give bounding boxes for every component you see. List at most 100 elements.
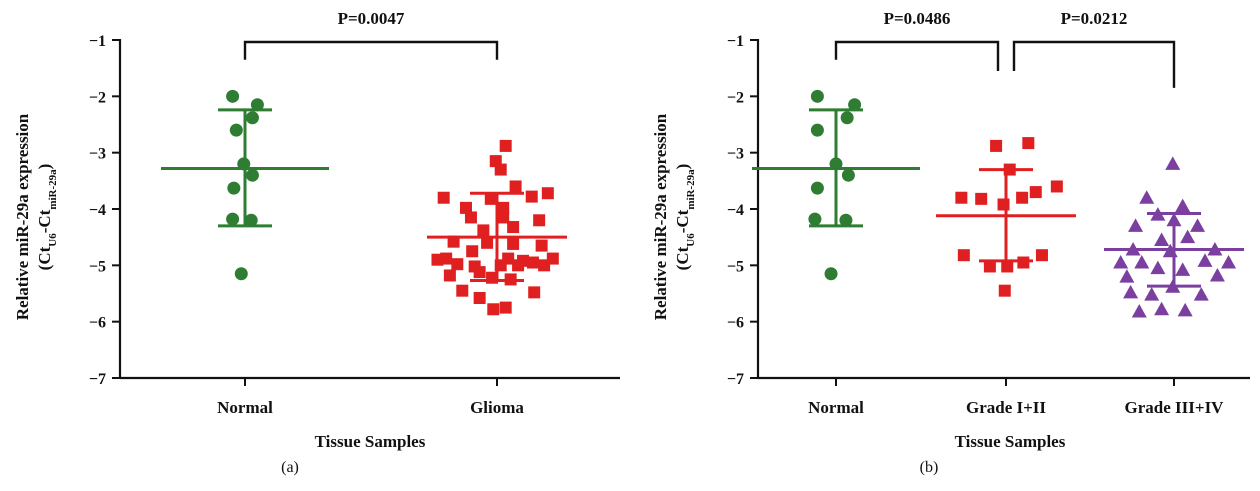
y-axis-title-part: (Ct: [35, 246, 54, 270]
data-point-square: [431, 253, 444, 266]
x-axis-title: Tissue Samples: [955, 432, 1066, 451]
y-tick-label: −6: [89, 315, 106, 332]
data-point-triangle: [1150, 260, 1166, 275]
data-point-square: [998, 284, 1011, 297]
data-point-square: [1016, 191, 1029, 204]
data-point-square: [975, 192, 988, 205]
y-axis-title-formula: (CtU6-CtmiR-29a): [35, 164, 59, 271]
data-point-square: [525, 190, 538, 203]
data-point-circle: [841, 168, 855, 182]
data-point-square: [464, 211, 477, 224]
series-square-group: [955, 137, 1063, 297]
data-point-triangle: [1119, 269, 1135, 283]
x-category-label: Glioma: [470, 398, 524, 417]
data-point-circle: [810, 181, 824, 195]
data-point-square: [990, 139, 1003, 152]
y-axis-title-part: ): [35, 164, 54, 170]
y-tick-label: −2: [89, 89, 106, 106]
data-point-circle: [848, 98, 862, 112]
data-point-square: [541, 187, 554, 200]
data-point-square: [477, 224, 490, 237]
y-tick-label: −7: [89, 371, 106, 388]
data-point-square: [507, 237, 520, 250]
y-tick-label: −6: [727, 315, 744, 332]
y-axis-title-part: miR-29a: [47, 169, 59, 210]
y-axis-title-part: -Ct: [35, 209, 54, 233]
data-point-square: [1035, 249, 1048, 262]
data-point-circle: [808, 212, 822, 226]
data-point-square: [1001, 260, 1014, 273]
data-point-circle: [226, 212, 240, 226]
y-axis-title-part: ): [673, 164, 692, 170]
data-point-circle: [226, 89, 240, 103]
x-category-label: Grade III+IV: [1125, 398, 1225, 417]
y-axis-title-part: (Ct: [673, 246, 692, 270]
data-point-triangle: [1190, 218, 1206, 232]
significance-bracket: [1012, 40, 1176, 88]
data-point-square: [1050, 180, 1063, 193]
data-point-square: [528, 286, 541, 299]
series-circle-group: [226, 89, 264, 281]
data-point-triangle: [1154, 301, 1170, 316]
x-axis-title: Tissue Samples: [315, 432, 426, 451]
y-tick-label: −1: [727, 33, 744, 50]
data-point-square: [451, 258, 464, 271]
data-point-square: [1022, 137, 1035, 150]
p-value-label: P=0.0047: [338, 9, 405, 28]
data-point-triangle: [1128, 218, 1144, 232]
panel-b-chart: −1 −2 −3 −4 −5 −6 −7 Normal Grade I+II Grade III+…: [651, 9, 1250, 476]
data-point-triangle: [1175, 262, 1191, 276]
data-point-circle: [824, 267, 838, 281]
data-point-square: [443, 269, 456, 282]
y-tick-label: −5: [727, 258, 744, 275]
data-point-triangle: [1175, 198, 1191, 213]
data-point-triangle: [1180, 229, 1196, 244]
data-point-square: [481, 236, 494, 249]
data-point-square: [535, 239, 548, 252]
data-point-square: [456, 284, 469, 297]
data-point-circle: [227, 181, 241, 195]
data-point-square: [447, 235, 460, 248]
panel-label: (a): [281, 459, 299, 476]
data-point-triangle: [1221, 255, 1237, 269]
p-value-label: P=0.0486: [884, 9, 951, 28]
data-point-circle: [234, 267, 248, 281]
data-point-square: [466, 245, 479, 258]
data-point-triangle: [1154, 232, 1170, 246]
data-point-square: [538, 259, 551, 272]
data-point-square: [497, 201, 510, 214]
significance-bracket: [834, 40, 1000, 71]
data-point-square: [512, 259, 525, 272]
data-point-circle: [810, 89, 824, 103]
data-point-square: [437, 191, 450, 204]
data-point-square: [533, 214, 546, 227]
data-point-triangle: [1139, 190, 1155, 204]
panel-a-chart: −1 −2 −3 −4 −5 −6 −7 Normal Glioma Tissue Samples…: [13, 9, 620, 476]
series-circle-group: [808, 89, 862, 281]
data-point-square: [1029, 186, 1042, 199]
data-point-circle: [229, 123, 243, 137]
panel-label: (b): [920, 459, 939, 476]
y-tick-label: −2: [727, 89, 744, 106]
data-point-square: [983, 260, 996, 273]
data-point-circle: [244, 213, 258, 227]
data-point-square: [497, 211, 510, 224]
data-point-circle: [840, 111, 854, 125]
data-point-square: [473, 266, 486, 279]
data-point-triangle: [1197, 253, 1213, 267]
y-axis-title: Relative miR-29a expression: [651, 113, 670, 320]
y-axis-title-part: -Ct: [673, 209, 692, 233]
y-axis-title-part: U6: [47, 233, 59, 247]
y-tick-label: −5: [89, 258, 106, 275]
data-point-circle: [250, 98, 264, 112]
series-square-group: [431, 139, 559, 316]
y-tick-label: −4: [89, 202, 106, 219]
data-point-triangle: [1177, 302, 1193, 317]
data-point-square: [499, 139, 512, 152]
data-point-triangle: [1134, 255, 1150, 269]
data-point-triangle: [1123, 284, 1139, 299]
p-value-label: P=0.0212: [1061, 9, 1128, 28]
data-point-square: [957, 249, 970, 262]
data-point-circle: [245, 111, 259, 125]
